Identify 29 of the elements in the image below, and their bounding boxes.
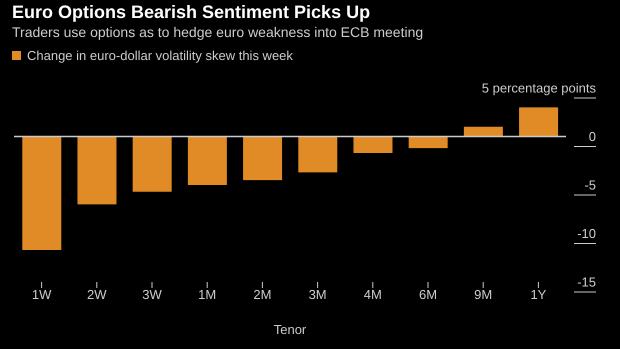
y-tick-label: 0 (588, 129, 596, 144)
bar (243, 136, 282, 180)
y-tick-label: -5 (584, 178, 596, 193)
x-tick-label: 1M (198, 287, 216, 302)
x-tick-label: 2W (87, 287, 108, 302)
chart-title: Euro Options Bearish Sentiment Picks Up (12, 2, 370, 23)
y-tick-label: 5 percentage points (482, 80, 596, 96)
bar (132, 136, 172, 192)
x-tick-label: 3M (308, 287, 327, 302)
y-tick-label: -10 (577, 226, 596, 242)
x-tick-label: 3W (142, 287, 162, 302)
x-tick-label: 9M (474, 287, 492, 302)
y-tick-label: -15 (577, 274, 596, 290)
bar (188, 136, 227, 185)
chart-subtitle: Traders use options as to hedge euro weakness into ECB meeting (12, 24, 424, 40)
x-tick-label: 1W (32, 287, 52, 302)
bar (77, 136, 116, 204)
bar (464, 126, 503, 136)
x-tick-label: 2M (253, 287, 272, 302)
bar (22, 136, 62, 250)
bar (519, 107, 558, 136)
x-tick-label: 6M (418, 287, 438, 302)
legend-label: Change in euro-dollar volatility skew this week (26, 48, 293, 63)
x-tick-label: 4M (364, 287, 382, 302)
bar (353, 136, 392, 153)
bar (298, 136, 338, 172)
x-axis-title: Tenor (274, 322, 307, 337)
x-tick-label: 1Y (530, 287, 547, 302)
bar (408, 136, 448, 148)
